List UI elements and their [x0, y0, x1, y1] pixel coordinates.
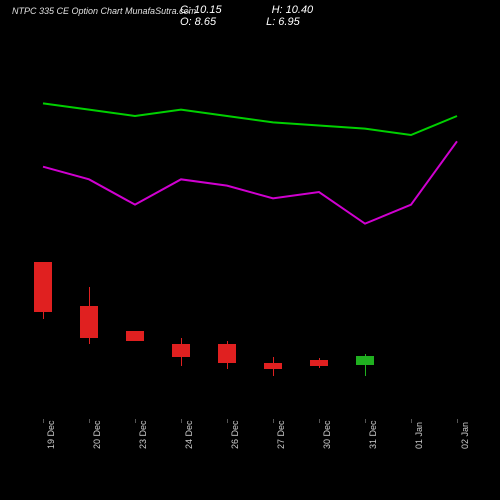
chart-title: NTPC 335 CE Option Chart Munafa​Sutra.co… [12, 6, 196, 16]
x-tick [227, 419, 228, 423]
x-tick [43, 419, 44, 423]
x-tick-label: 30 Dec [322, 420, 332, 449]
indicator-line [43, 103, 457, 135]
indicator-line [43, 141, 457, 223]
x-tick-label: 31 Dec [368, 420, 378, 449]
x-tick-label: 24 Dec [184, 420, 194, 449]
candle-body [310, 360, 328, 366]
x-tick [181, 419, 182, 423]
low-value: L: 6.95 [266, 16, 300, 28]
candle-body [218, 344, 236, 363]
x-tick-label: 20 Dec [92, 420, 102, 449]
candle-body [172, 344, 190, 357]
x-tick [457, 419, 458, 423]
chart-container: NTPC 335 CE Option Chart Munafa​Sutra.co… [0, 0, 500, 500]
indicator-lines [20, 40, 480, 420]
close-value: C: 10.15 [180, 4, 222, 16]
x-tick [273, 419, 274, 423]
x-tick-label: 23 Dec [138, 420, 148, 449]
x-tick-label: 26 Dec [230, 420, 240, 449]
ohlc-display: C: 10.15 H: 10.40 O: 8.65 L: 6.95 [180, 4, 313, 28]
x-tick [135, 419, 136, 423]
x-axis: 19 Dec20 Dec23 Dec24 Dec26 Dec27 Dec30 D… [20, 425, 480, 495]
candle-body [126, 331, 144, 341]
candle-body [356, 356, 374, 366]
high-value: H: 10.40 [272, 4, 314, 16]
candle-body [264, 363, 282, 369]
x-tick-label: 01 Jan [414, 422, 424, 449]
candle-body [34, 262, 52, 313]
x-tick [89, 419, 90, 423]
x-tick-label: 19 Dec [46, 420, 56, 449]
x-tick [319, 419, 320, 423]
chart-plot-area [20, 40, 480, 420]
candle-body [80, 306, 98, 338]
x-tick [411, 419, 412, 423]
x-tick [365, 419, 366, 423]
open-value: O: 8.65 [180, 16, 216, 28]
x-tick-label: 02 Jan [460, 422, 470, 449]
x-tick-label: 27 Dec [276, 420, 286, 449]
